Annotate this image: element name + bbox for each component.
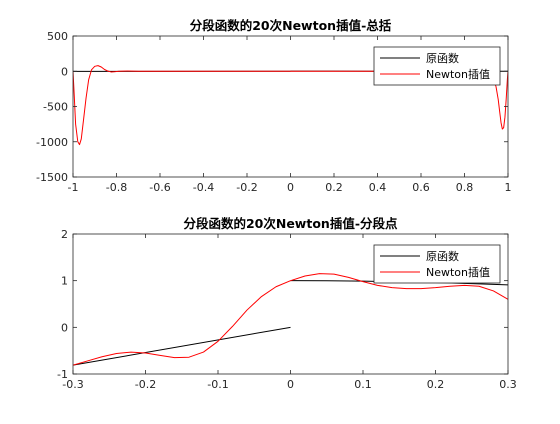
x-tick-label: 0.6 — [412, 181, 430, 194]
y-tick-label: 0 — [61, 321, 68, 334]
x-tick-label: -0.2 — [236, 181, 257, 194]
y-tick-label: -500 — [43, 101, 68, 114]
y-tick-label: 0 — [61, 65, 68, 78]
x-tick-label: -0.8 — [106, 181, 127, 194]
x-tick-label: 0.3 — [499, 378, 517, 391]
x-tick-label: -0.4 — [193, 181, 214, 194]
legend-label-original-function: 原函数 — [426, 52, 459, 65]
y-tick-label: -1000 — [36, 136, 68, 149]
y-tick-label: 2 — [61, 228, 68, 241]
x-tick-label: -0.2 — [135, 378, 156, 391]
x-tick-label: 0.2 — [427, 378, 445, 391]
y-tick-label: -1 — [57, 368, 68, 381]
y-tick-label: 1 — [61, 275, 68, 288]
legend: 原函数 Newton插值 — [374, 47, 500, 85]
legend-label-original-function: 原函数 — [426, 250, 459, 263]
x-tick-label: 0.8 — [456, 181, 474, 194]
legend: 原函数 Newton插值 — [374, 245, 500, 283]
y-tick-label: 500 — [47, 30, 68, 43]
y-tick-label: -1500 — [36, 171, 68, 184]
x-tick-label: -1 — [68, 181, 79, 194]
x-tick-label: 1 — [505, 181, 512, 194]
x-tick-label: 0.2 — [325, 181, 343, 194]
chart-title: 分段函数的20次Newton插值-总括 — [190, 18, 392, 33]
x-tick-label: 0.4 — [369, 181, 387, 194]
x-tick-label: 0.1 — [354, 378, 372, 391]
x-tick-label: 0 — [287, 181, 294, 194]
chart-title: 分段函数的20次Newton插值-分段点 — [183, 216, 398, 231]
chart-1: -1 -0.8 -0.6 -0.4 -0.2 0 0.2 0.4 0.6 0.8 1 500 0 -500… — [36, 18, 511, 194]
x-tick-label: 0 — [287, 378, 294, 391]
x-tick-label: -0.1 — [207, 378, 228, 391]
legend-label-newton-interpolation: Newton插值 — [426, 67, 490, 81]
x-tick-label: -0.6 — [149, 181, 170, 194]
legend-label-newton-interpolation: Newton插值 — [426, 265, 490, 279]
